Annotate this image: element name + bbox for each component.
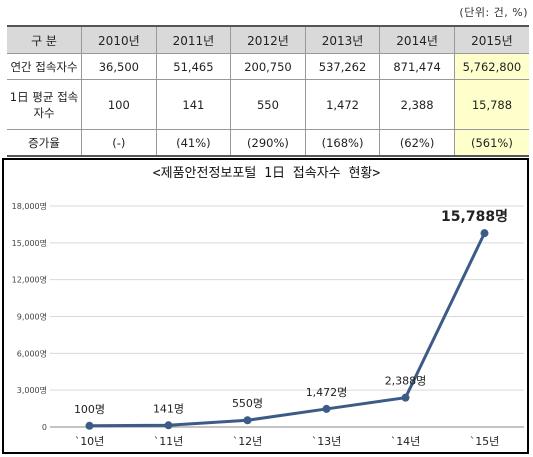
access-stats-table: 구 분 2010년 2011년 2012년 2013년 2014년 2015년 … (7, 25, 529, 158)
x-tick-label: `14년 (391, 435, 421, 448)
table-cell: (290%) (230, 129, 306, 158)
data-label: 1,472명 (306, 386, 348, 399)
x-tick-label: `11년 (154, 435, 184, 448)
table-row: 증가율 (-) (41%) (290%) (168%) (62%) (561%) (7, 129, 529, 158)
y-tick-label: 0 (42, 423, 47, 432)
table-cell: (561%) (453, 129, 529, 158)
row-label: 1日 평균 접속자수 (7, 79, 83, 131)
table-header-row: 구 분 2010년 2011년 2012년 2013년 2014년 2015년 (7, 25, 529, 55)
y-tick-label: 12,000명 (12, 275, 47, 285)
header-cell: 2015년 (453, 25, 529, 55)
data-label: 2,388명 (385, 375, 427, 388)
data-point (480, 229, 489, 238)
data-label: 141명 (153, 402, 184, 415)
data-point (164, 421, 173, 430)
x-tick-label: `15년 (470, 435, 500, 448)
data-label: 550명 (232, 397, 263, 410)
data-point (243, 416, 252, 425)
data-point (85, 421, 94, 430)
data-label: 100명 (74, 403, 105, 416)
table-cell: 550 (230, 79, 306, 131)
table-cell: (41%) (155, 129, 232, 158)
data-point (401, 393, 410, 402)
x-tick-label: `10년 (75, 435, 105, 448)
table-cell: 200,750 (230, 53, 306, 81)
y-tick-label: 3,000명 (17, 385, 47, 395)
y-tick-label: 6,000명 (17, 348, 47, 358)
y-tick-label: 9,000명 (17, 312, 47, 322)
table-cell: 15,788 (453, 79, 529, 131)
table-cell: (62%) (379, 129, 455, 158)
x-tick-label: `12년 (233, 435, 263, 448)
table-cell: 51,465 (155, 53, 232, 81)
data-point (322, 404, 331, 413)
unit-label: (단위: 건, %) (459, 6, 528, 19)
header-cell: 2014년 (379, 25, 455, 55)
y-tick-label: 15,000명 (12, 238, 47, 248)
series-line (89, 232, 486, 428)
y-tick-label: 18,000명 (12, 201, 47, 211)
table-cell: 537,262 (304, 53, 381, 81)
table-cell: 871,474 (379, 53, 455, 81)
table-cell: (168%) (304, 129, 381, 158)
x-tick-label: `13년 (312, 435, 342, 448)
chart-title: <제품안전정보포털 1日 접속자수 현황> (152, 166, 381, 181)
data-label: 15,788명 (441, 208, 508, 225)
table-row: 1日 평균 접속자수 100 141 550 1,472 2,388 15,78… (7, 79, 529, 131)
row-label: 증가율 (7, 129, 83, 158)
table-cell: (-) (81, 129, 157, 158)
header-cell: 2012년 (230, 25, 306, 55)
chart-frame (2, 158, 529, 454)
table-cell: 100 (81, 79, 157, 131)
